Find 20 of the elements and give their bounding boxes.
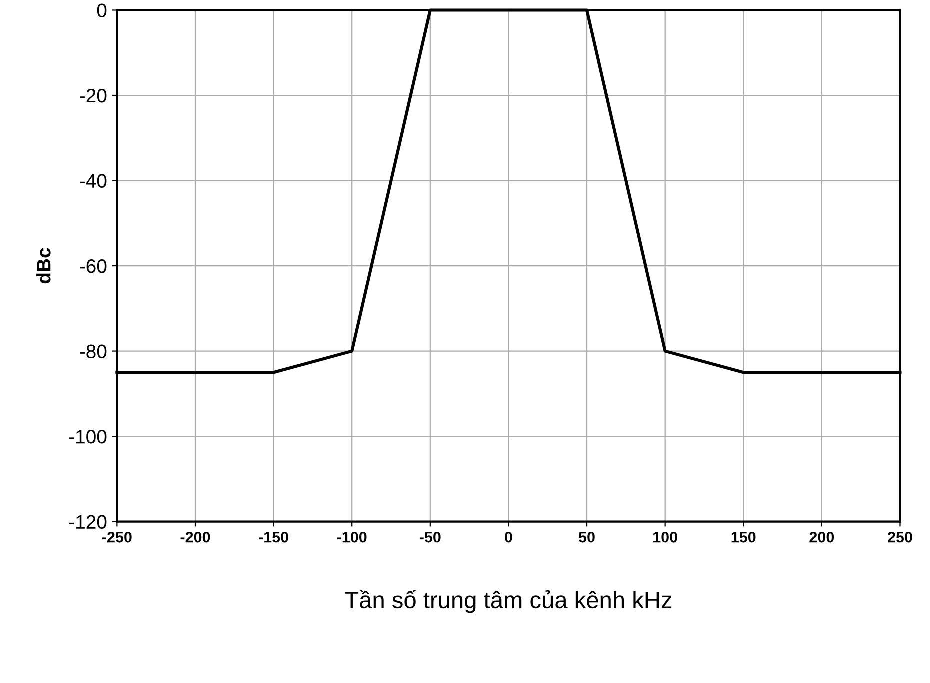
- y-axis-title: dBc: [36, 248, 51, 284]
- y-tick-label: -40: [80, 174, 107, 188]
- y-tick-label: -60: [80, 259, 107, 274]
- x-tick-label: 50: [578, 532, 595, 543]
- x-tick-label: 200: [810, 532, 834, 543]
- y-tick-label: 0: [97, 4, 107, 18]
- x-tick-label: -250: [102, 532, 132, 543]
- y-tick-label: -20: [80, 88, 107, 103]
- x-tick-label: 150: [732, 532, 756, 543]
- x-axis-title: Tần số trung tâm của kênh kHz: [345, 590, 672, 614]
- x-tick-label: 0: [505, 532, 512, 543]
- y-tick-label: -120: [69, 515, 107, 530]
- x-tick-label: -200: [180, 532, 210, 543]
- x-tick-label: 100: [654, 532, 678, 543]
- y-tick-label: -80: [80, 344, 107, 359]
- x-tick-label: -150: [259, 532, 288, 543]
- x-tick-label: -100: [337, 532, 367, 543]
- x-tick-label: -50: [420, 532, 441, 543]
- y-tick-label: -100: [69, 430, 107, 444]
- x-tick-label: 250: [888, 532, 912, 543]
